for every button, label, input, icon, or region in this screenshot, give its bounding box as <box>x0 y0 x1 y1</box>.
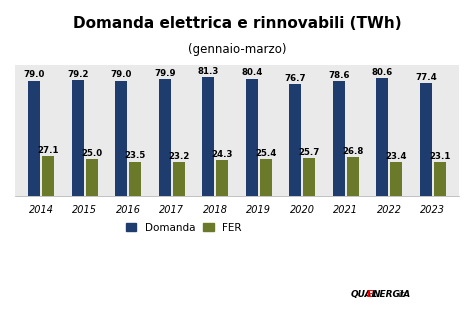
Text: 23.5: 23.5 <box>125 152 146 161</box>
Text: 81.3: 81.3 <box>198 67 219 76</box>
Bar <box>289 84 301 196</box>
Bar <box>260 159 272 196</box>
Bar <box>420 83 432 196</box>
Text: 79.0: 79.0 <box>110 70 132 79</box>
Bar <box>202 77 214 196</box>
Bar <box>42 156 54 196</box>
Text: 25.0: 25.0 <box>81 149 102 158</box>
Bar <box>246 79 258 196</box>
Bar <box>346 157 359 196</box>
Bar <box>72 80 84 196</box>
Bar <box>28 81 40 196</box>
Text: E: E <box>367 290 373 299</box>
Bar <box>216 161 228 196</box>
Bar <box>333 81 345 196</box>
Text: 79.9: 79.9 <box>154 69 175 78</box>
Text: 25.7: 25.7 <box>299 148 320 157</box>
Bar <box>85 159 98 196</box>
Bar <box>376 78 389 196</box>
Text: 24.3: 24.3 <box>211 150 233 159</box>
Text: 27.1: 27.1 <box>37 146 59 155</box>
Text: 78.6: 78.6 <box>328 71 350 80</box>
Bar <box>173 162 185 196</box>
Text: NERGIA: NERGIA <box>373 290 411 299</box>
Text: 25.4: 25.4 <box>255 149 276 158</box>
Bar <box>115 81 128 196</box>
Text: 80.6: 80.6 <box>372 68 393 77</box>
Bar <box>303 158 315 196</box>
Bar <box>159 79 171 196</box>
Text: 79.2: 79.2 <box>67 70 89 79</box>
Text: 26.8: 26.8 <box>342 147 364 156</box>
Text: (gennaio-marzo): (gennaio-marzo) <box>188 43 286 56</box>
Text: .it: .it <box>396 290 404 299</box>
Legend: Domanda, FER: Domanda, FER <box>126 223 242 233</box>
Text: QUAL: QUAL <box>351 290 378 299</box>
Text: 23.1: 23.1 <box>429 152 450 161</box>
Text: 80.4: 80.4 <box>241 69 263 78</box>
Bar <box>390 162 402 196</box>
Bar <box>434 162 446 196</box>
Text: 77.4: 77.4 <box>415 73 437 82</box>
Text: 23.4: 23.4 <box>385 152 407 161</box>
Bar <box>129 162 141 196</box>
Text: 79.0: 79.0 <box>24 70 45 79</box>
Text: Domanda elettrica e rinnovabili (TWh): Domanda elettrica e rinnovabili (TWh) <box>73 16 401 30</box>
Text: 76.7: 76.7 <box>284 74 306 83</box>
Text: 23.2: 23.2 <box>168 152 189 161</box>
